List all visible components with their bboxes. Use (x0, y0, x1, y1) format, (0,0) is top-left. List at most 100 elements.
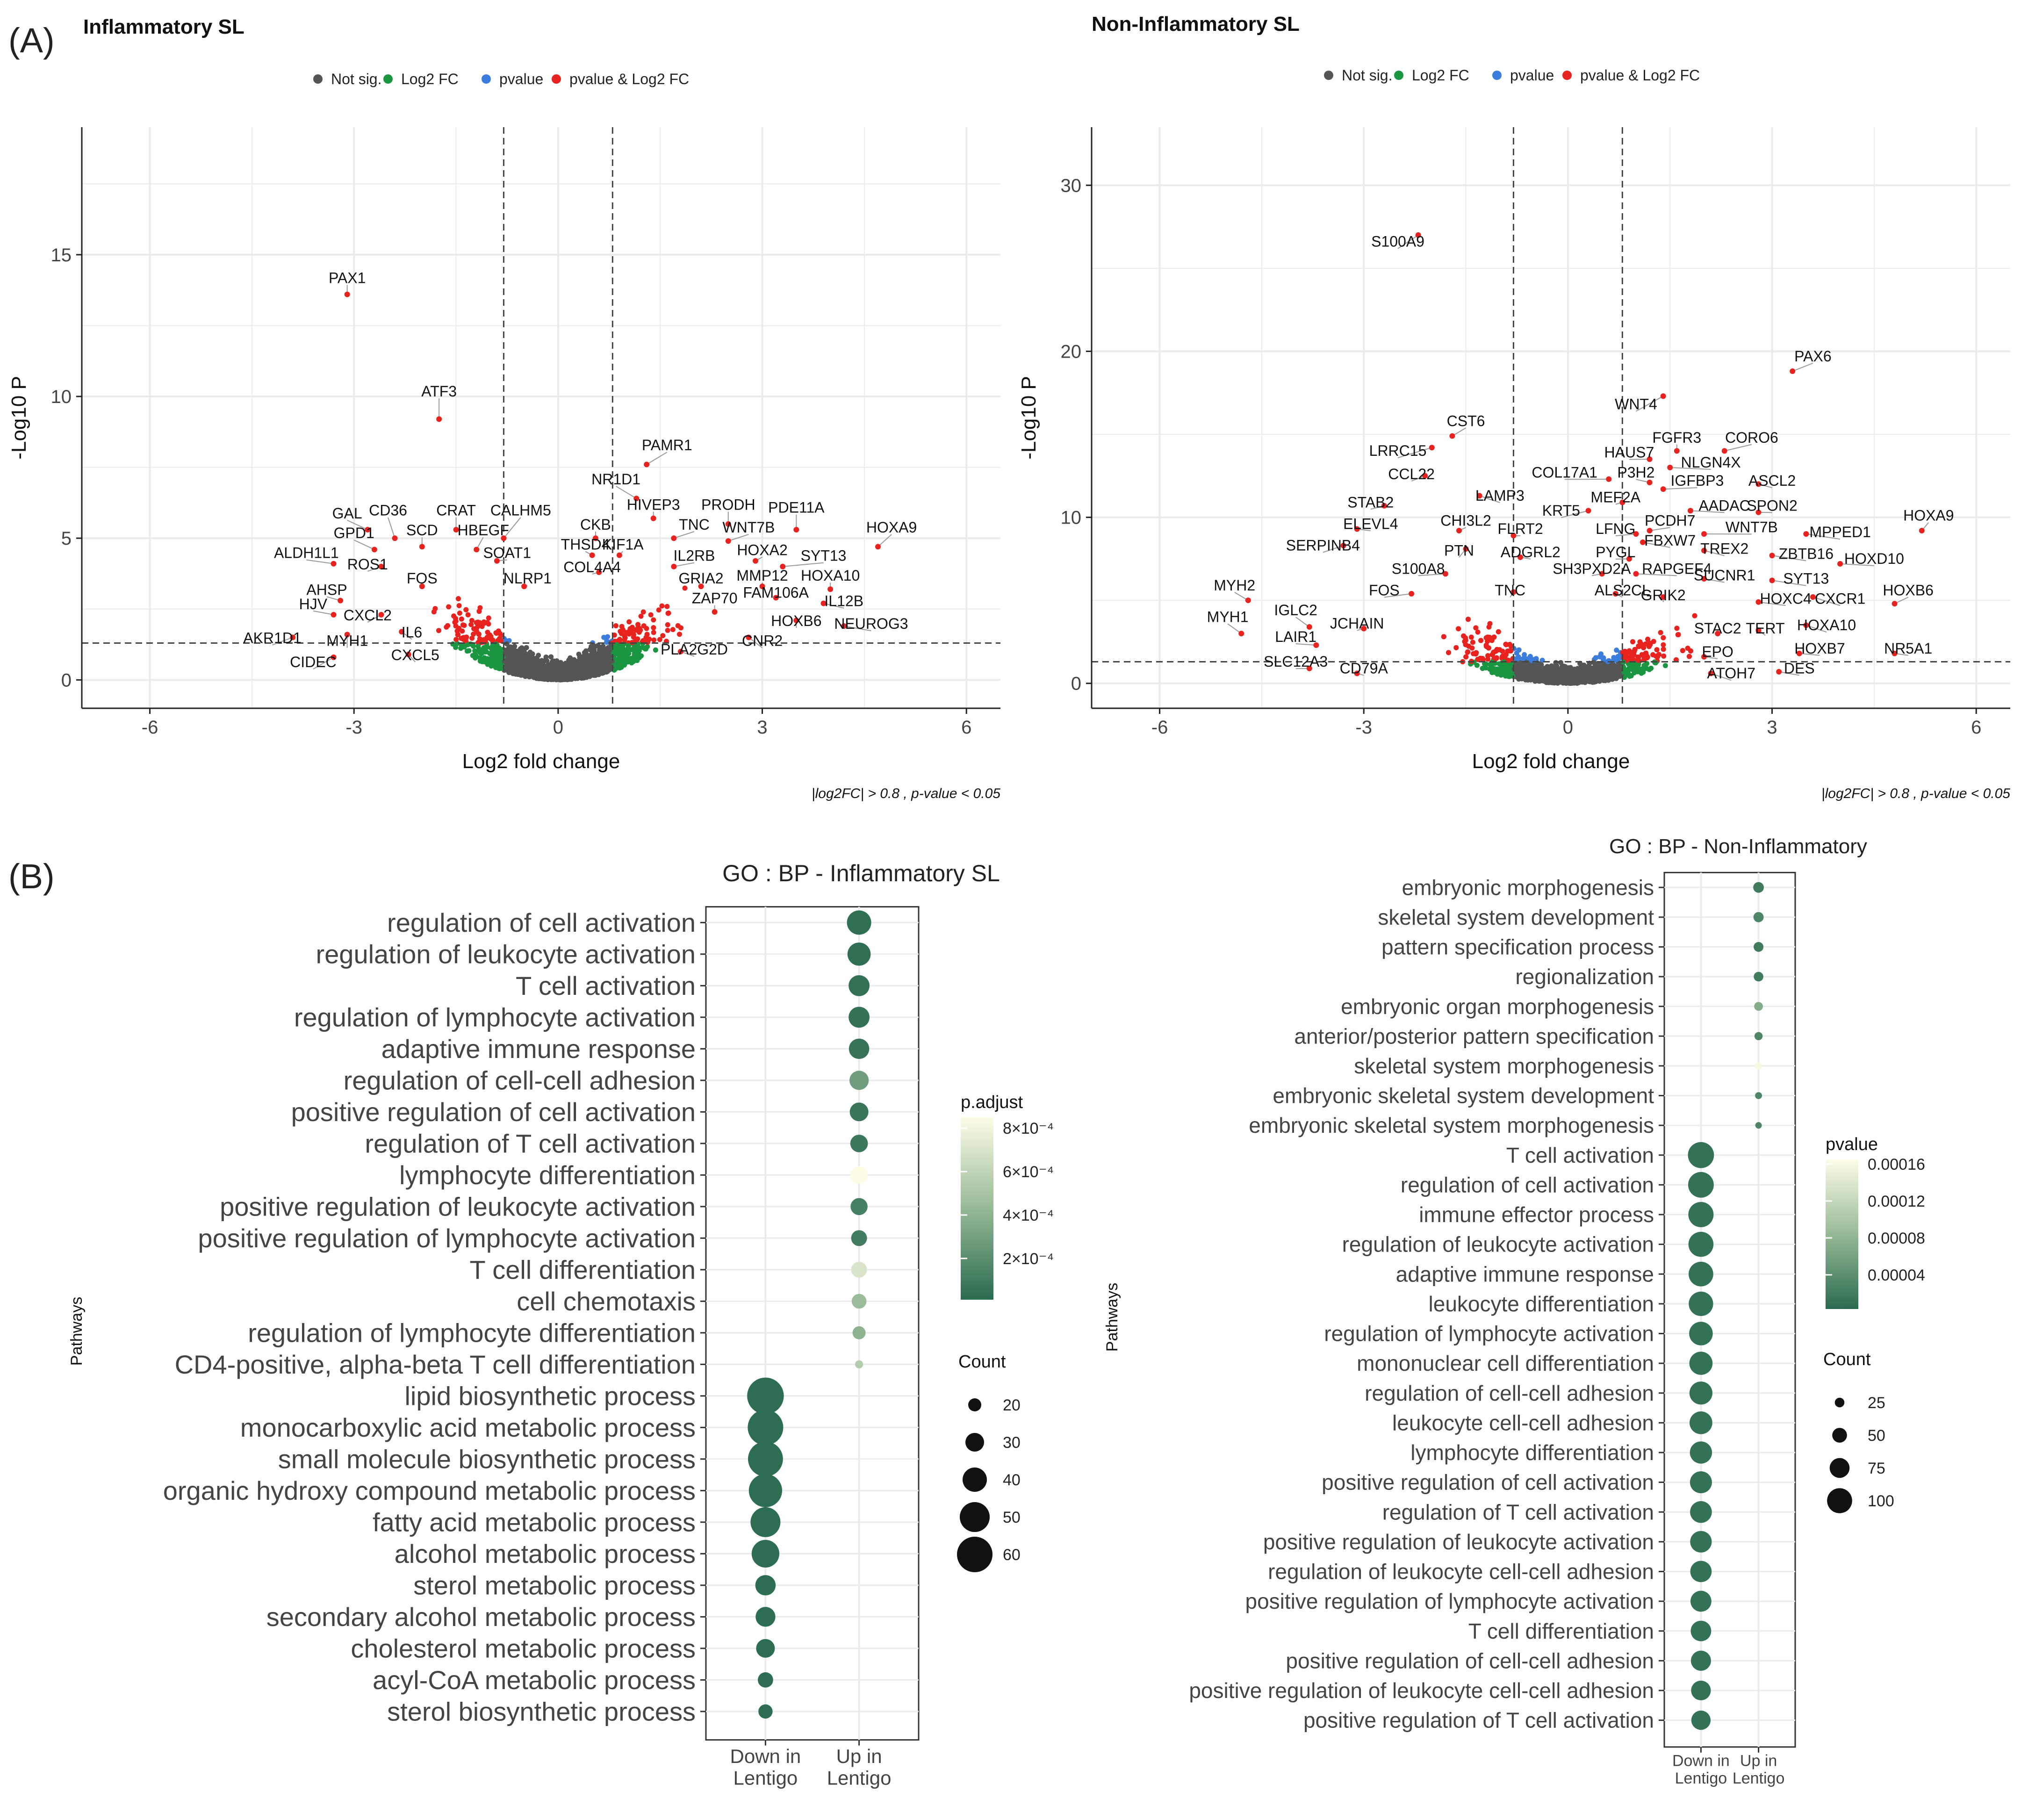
gene-point (474, 620, 479, 626)
gene-point (1658, 630, 1663, 635)
gene-point (635, 622, 641, 627)
gene-point (1573, 671, 1579, 677)
gene-point (592, 671, 597, 676)
gene-label: IL6 (402, 624, 422, 640)
gene-point (601, 649, 607, 655)
gene-point (510, 657, 516, 662)
gene-point (498, 633, 504, 638)
gene-point (451, 613, 457, 619)
gene-point (539, 669, 545, 674)
gene-point (660, 633, 666, 639)
gene-label: PAX6 (1794, 348, 1831, 365)
gene-point (1636, 644, 1642, 649)
gene-point (1532, 678, 1538, 684)
gene-point (1516, 671, 1521, 676)
labeled-gene-point (712, 609, 718, 615)
gene-point (1561, 671, 1567, 677)
term-dot (851, 1261, 867, 1278)
pathway-label: regulation of T cell activation (365, 1129, 696, 1158)
pathway-label: alcohol metabolic process (395, 1539, 696, 1568)
gene-label: LFNG (1596, 520, 1635, 537)
gene-label: SPON2 (1747, 497, 1797, 514)
pathway-label: lymphocyte differentiation (399, 1160, 696, 1190)
pathway-label: cell chemotaxis (517, 1287, 696, 1316)
gene-point (1520, 656, 1526, 662)
color-legend-title: p.adjust (961, 1093, 1023, 1112)
gene-label: CXCR1 (1815, 590, 1865, 607)
gene-label: ROS1 (347, 556, 388, 573)
color-legend-label: 4×10⁻⁴ (1003, 1207, 1054, 1224)
term-dot (847, 942, 871, 966)
gene-label: IGFBP3 (1671, 472, 1724, 489)
gene-label: SYT13 (801, 547, 847, 564)
gene-point (1473, 625, 1479, 631)
legend-label: Log2 FC (1412, 67, 1469, 84)
gene-point (622, 637, 627, 643)
labeled-gene-point (827, 586, 834, 592)
gene-label: NLGN4X (1681, 454, 1741, 471)
labeled-gene-point (392, 535, 398, 541)
labeled-gene-point (671, 535, 677, 541)
gene-point (480, 647, 485, 653)
term-dot (751, 1539, 779, 1568)
gene-point (1541, 678, 1546, 683)
labeled-gene-point (344, 291, 350, 297)
gene-point (602, 663, 607, 669)
gene-label: CKB (580, 516, 611, 533)
gene-point (582, 666, 587, 672)
labeled-gene-point (371, 547, 377, 553)
pathway-label: cholesterol metabolic process (351, 1633, 696, 1663)
gene-label: STAC2 (1694, 620, 1741, 637)
gene-point (1686, 654, 1692, 659)
gene-point (475, 640, 481, 645)
gene-point (504, 641, 510, 647)
gene-point (1637, 639, 1643, 645)
size-legend-label: 60 (1003, 1546, 1021, 1564)
gene-label: CXCL2 (344, 607, 392, 624)
gene-point (1634, 665, 1640, 671)
labeled-gene-point (1429, 445, 1435, 451)
gene-point (588, 657, 593, 663)
gene-point (1601, 655, 1606, 661)
gene-point (675, 623, 681, 628)
pathway-label: adaptive immune response (381, 1034, 696, 1064)
gene-label: IGLC2 (1274, 602, 1317, 619)
gene-label: FOS (407, 570, 438, 587)
gene-label: FGFR3 (1652, 429, 1701, 446)
gene-point (457, 610, 462, 616)
pathway-label: CD4-positive, alpha-beta T cell differen… (175, 1350, 696, 1379)
labeled-gene-point (338, 597, 344, 604)
gene-point (1468, 634, 1474, 640)
labeled-gene-point (1721, 448, 1727, 454)
legend-label: pvalue (1510, 67, 1554, 84)
gene-point (497, 655, 503, 661)
labeled-gene-point (875, 544, 881, 550)
labeled-gene-point (436, 416, 442, 422)
gene-point (518, 662, 524, 668)
gene-point (524, 645, 529, 650)
gene-label: SH3PXD2A (1553, 560, 1631, 577)
gene-label: SLC12A3 (1264, 653, 1328, 670)
y-tick-label: 30 (1061, 175, 1082, 196)
pathway-label: regulation of lymphocyte differentiation (248, 1318, 696, 1347)
gene-point (1470, 640, 1475, 645)
gene-label: P3H2 (1617, 464, 1654, 481)
y-tick-label: 0 (61, 670, 72, 691)
threshold-caption: |log2FC| > 0.8 , p-value < 0.05 (812, 786, 1000, 801)
gene-point (665, 622, 670, 627)
legend-marker (1394, 71, 1403, 80)
gene-label: JCHAIN (1330, 615, 1384, 632)
gene-point (436, 628, 441, 633)
size-legend-dot (957, 1537, 993, 1572)
gene-point (475, 643, 481, 649)
gene-point (523, 665, 529, 671)
labeled-gene-point (419, 544, 425, 550)
gene-point (548, 673, 554, 678)
gene-point (456, 603, 462, 608)
labeled-gene-point (589, 552, 595, 558)
gene-label: CNR2 (742, 633, 783, 649)
gene-point (469, 618, 475, 623)
gene-point (596, 657, 602, 662)
gene-point (1661, 642, 1666, 647)
pathway-label: fatty acid metabolic process (373, 1507, 696, 1537)
